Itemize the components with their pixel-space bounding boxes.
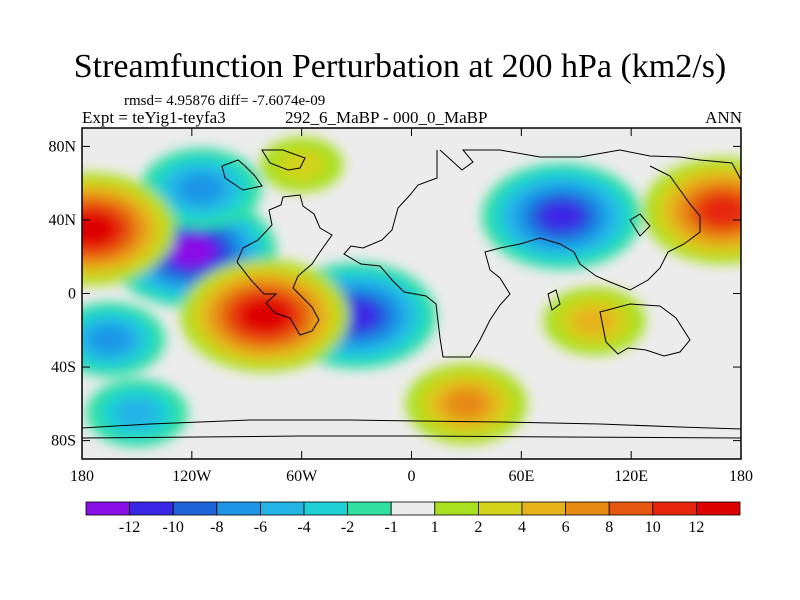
lat-tick-label: 40S [51, 359, 76, 376]
colorbar: -12 -10 -8 -6 -4 -2 -1 1 2 4 6 8 10 12 [85, 501, 741, 536]
field-contour-3-3 [179, 174, 223, 204]
colorbar-label: -12 [119, 519, 140, 536]
field-contour-10-2 [114, 398, 160, 428]
field-contour-6-5 [699, 195, 741, 227]
colorbar-swatch [434, 501, 479, 516]
lat-tick-label: 0 [68, 286, 76, 303]
colorbar-swatch [172, 501, 218, 516]
field-contour-5-6 [82, 213, 115, 245]
comparison-label: 292_6_MaBP - 000_0_MaBP [285, 108, 488, 127]
colorbar-swatch [696, 501, 741, 516]
colorbar-swatch [85, 501, 130, 516]
colorbar-label: -8 [210, 519, 223, 536]
field-contour-9-2 [572, 306, 617, 336]
lon-tick-label: 180 [70, 468, 94, 485]
colorbar-label: 6 [562, 519, 570, 536]
lat-tick-label: 80N [48, 138, 76, 155]
colorbar-label: 2 [474, 519, 482, 536]
colorbar-swatch [390, 501, 436, 516]
colorbar-label: -6 [254, 519, 267, 536]
lon-tick-label: 180 [729, 468, 753, 485]
colorbar-label: 4 [518, 519, 526, 536]
lat-tick-label: 80S [51, 433, 76, 450]
lat-tick-label: 40N [48, 212, 76, 229]
field-contour-4-3 [89, 325, 130, 353]
colorbar-swatch [652, 501, 697, 516]
colorbar-swatch [303, 501, 348, 516]
lon-tick-label: 60E [508, 468, 534, 485]
experiment-label: Expt = teYig1-teyfa3 [82, 108, 226, 127]
map-axes: 180 120W 60W 0 60E 120E 180 80N 40N 0 40S 80S [48, 128, 753, 485]
colorbar-swatch [608, 501, 654, 516]
lon-tick-label: 120W [172, 468, 212, 485]
lon-tick-label: 120E [614, 468, 648, 485]
lon-tick-label: 0 [408, 468, 416, 485]
colorbar-label: -4 [297, 519, 310, 536]
coastline [82, 149, 741, 439]
map-area [82, 128, 741, 459]
lon-tick-label: 60W [286, 468, 318, 485]
streamfunction-field [82, 137, 741, 448]
colorbar-swatch [521, 501, 566, 516]
field-contour-7-6 [242, 300, 289, 331]
colorbar-swatch [347, 501, 392, 516]
colorbar-label: 1 [431, 519, 439, 536]
field-contour-1-5 [538, 200, 585, 232]
colorbar-label: 8 [605, 519, 613, 536]
colorbar-swatch [216, 501, 261, 516]
colorbar-label: -2 [341, 519, 354, 536]
colorbar-label: -10 [163, 519, 184, 536]
colorbar-swatch [565, 501, 610, 516]
colorbar-label: 12 [688, 519, 704, 536]
colorbar-swatch [477, 501, 523, 516]
plot-title: Streamfunction Perturbation at 200 hPa (… [73, 48, 727, 85]
season-label: ANN [705, 108, 742, 127]
field-contour-8-3 [444, 389, 489, 419]
colorbar-label: -1 [385, 519, 398, 536]
colorbar-label: 10 [645, 519, 661, 536]
stats-text: rmsd= 4.95876 diff= -7.6074e-09 [124, 93, 326, 109]
field-contour-0-6 [168, 235, 215, 267]
colorbar-swatch [129, 501, 174, 516]
colorbar-swatch [259, 501, 305, 516]
